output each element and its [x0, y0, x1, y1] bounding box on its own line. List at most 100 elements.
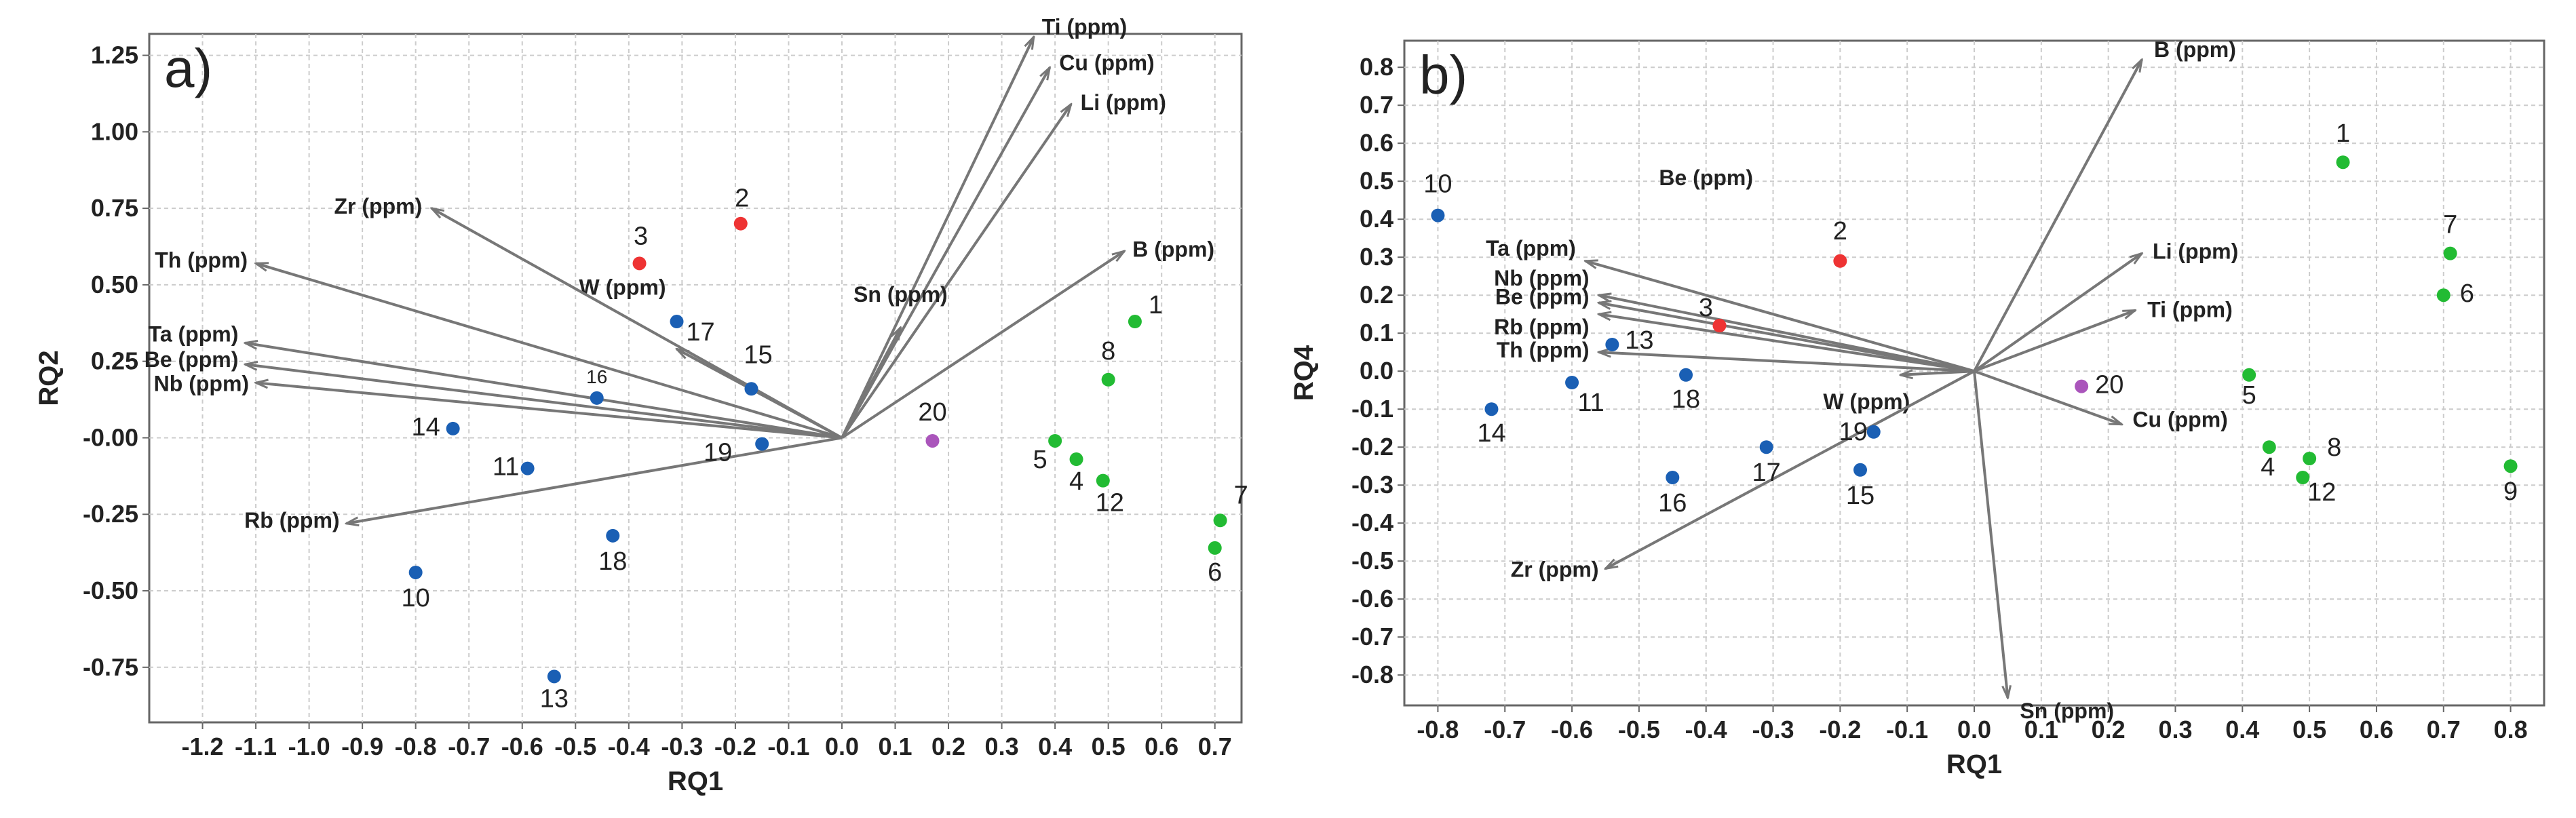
sample-point	[2436, 288, 2450, 303]
vector-label: Ti (ppm)	[1042, 15, 1128, 39]
x-tick-label: -0.7	[1484, 716, 1526, 743]
sample-point	[547, 669, 561, 684]
loading-vector	[1973, 370, 2007, 698]
sample-label: 1	[2336, 119, 2350, 148]
y-tick-label: -0.25	[83, 500, 138, 528]
x-tick-label: -1.2	[182, 733, 224, 760]
y-tick-label: 0.5	[1360, 167, 1393, 195]
vector-label: Ta (ppm)	[149, 322, 239, 347]
sample-label: 16	[1658, 489, 1687, 518]
x-tick-label: -0.8	[395, 733, 437, 760]
y-tick-label: 0.8	[1360, 53, 1393, 81]
y-tick-label: -0.00	[83, 423, 138, 451]
y-tick-label: -0.4	[1351, 509, 1393, 537]
sample-point	[1069, 452, 1083, 467]
sample-point	[755, 437, 769, 451]
sample-point	[1101, 372, 1115, 387]
y-tick-label: 0.1	[1360, 319, 1393, 347]
sample-label: 1	[1149, 291, 1163, 319]
sample-label: 5	[2242, 381, 2256, 410]
x-tick-label: -0.9	[341, 733, 383, 760]
sample-label: 10	[402, 584, 430, 612]
sample-label: 19	[1839, 418, 1868, 446]
plot-frame	[148, 33, 1243, 724]
vector-label: Zr (ppm)	[334, 194, 422, 218]
x-tick-label: 0.5	[2292, 716, 2326, 743]
x-tick-label: -0.3	[661, 733, 703, 760]
sample-point	[520, 461, 535, 475]
vector-label: Be (ppm)	[145, 347, 239, 372]
sample-point	[606, 528, 620, 543]
sample-point	[1712, 319, 1727, 332]
y-tick-label: -0.3	[1351, 471, 1393, 499]
vector-label: W (ppm)	[1823, 389, 1910, 414]
sample-label: 6	[1208, 558, 1222, 587]
x-tick-label: -1.0	[288, 733, 330, 760]
x-axis-title: RQ1	[1946, 749, 2002, 779]
vector-label: Nb (ppm)	[1494, 266, 1589, 290]
sample-point	[1213, 513, 1227, 528]
sample-point	[2262, 440, 2276, 454]
sample-point	[1096, 473, 1110, 488]
x-tick-label: -0.3	[1752, 716, 1794, 743]
sample-point	[1853, 463, 1867, 477]
x-tick-label: 0.7	[2427, 716, 2461, 743]
x-tick-label: 0.6	[1145, 733, 1178, 760]
loading-vector	[841, 251, 1124, 440]
panel-a-biplot: -1.2 -1.1 -1.0 -0.9 -0.8 -0.7 -0.6 -0.5 -0.4 -0.3…	[34, 15, 1248, 796]
sample-label: 16	[586, 366, 607, 387]
sample-label: 4	[1069, 467, 1083, 496]
sample-label: 14	[1477, 419, 1505, 448]
sample-label: 13	[540, 684, 569, 713]
y-tick-label: -0.1	[1351, 395, 1393, 423]
sample-point	[2443, 246, 2457, 260]
sample-label: 9	[2503, 478, 2518, 506]
y-tick-label: 0.75	[91, 194, 138, 222]
sample-label: 3	[634, 222, 648, 250]
y-tick-label: -0.75	[83, 653, 138, 681]
sample-label: 12	[1096, 489, 1124, 518]
sample-label: 15	[744, 340, 772, 369]
y-tick-label: 0.0	[1360, 357, 1393, 385]
x-axis-title: RQ1	[668, 766, 723, 796]
loading-vector	[1599, 352, 1975, 373]
sample-point	[1565, 376, 1579, 389]
panel-label: b)	[1419, 45, 1467, 105]
y-tick-label: 0.2	[1360, 281, 1393, 309]
x-tick-label: 0.1	[2024, 716, 2058, 743]
sample-label: 13	[1625, 326, 1653, 355]
sample-label: 14	[412, 413, 440, 442]
y-tick-label: 1.00	[91, 117, 138, 145]
sample-label: 10	[1423, 170, 1452, 199]
sample-label: 8	[2327, 433, 2341, 462]
sample-label: 6	[2460, 279, 2474, 308]
y-tick-label: -0.5	[1351, 547, 1393, 574]
vector-label: Cu (ppm)	[1059, 51, 1154, 75]
sample-point	[1484, 402, 1499, 416]
sample-point	[925, 433, 940, 448]
sample-label: 17	[686, 318, 714, 347]
vector-label: Th (ppm)	[155, 248, 248, 272]
sample-label: 7	[1234, 481, 1248, 509]
sample-point	[2336, 155, 2350, 170]
loading-vector	[841, 37, 1034, 439]
x-tick-label: -0.5	[554, 733, 596, 760]
sample-point	[1866, 425, 1881, 439]
sample-point	[2503, 459, 2518, 473]
vector-label: Zr (ppm)	[1511, 557, 1599, 581]
sample-point	[1048, 433, 1062, 448]
sample-label: 3	[1699, 294, 1713, 322]
sample-point	[733, 216, 748, 231]
sample-label: 11	[1577, 389, 1604, 417]
y-axis-title: RQ4	[1289, 345, 1319, 401]
vector-label: B (ppm)	[2154, 37, 2236, 62]
y-tick-label: -0.8	[1351, 661, 1393, 688]
loading-vector	[1974, 370, 2121, 426]
loading-vector	[256, 383, 843, 440]
x-tick-label: 0.7	[1198, 733, 1232, 760]
x-tick-label: -0.2	[714, 733, 756, 760]
vector-label: Ta (ppm)	[1486, 236, 1576, 260]
x-tick-label: -0.4	[608, 733, 650, 760]
loading-vector	[1974, 309, 2135, 373]
